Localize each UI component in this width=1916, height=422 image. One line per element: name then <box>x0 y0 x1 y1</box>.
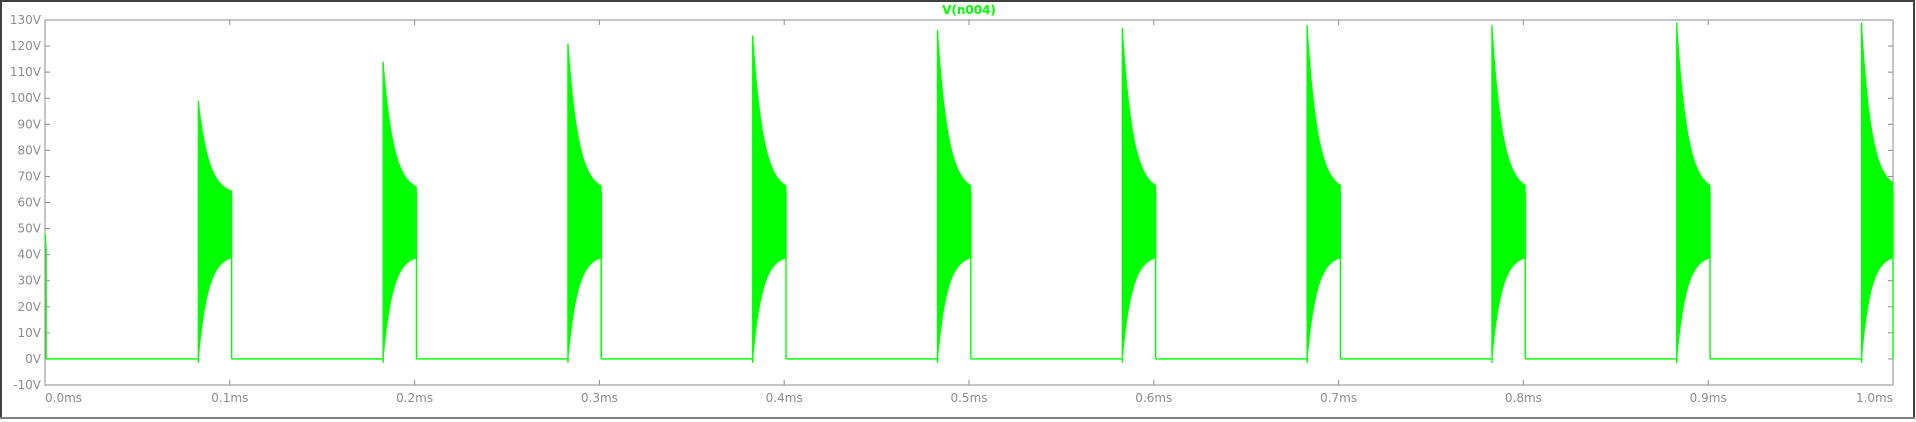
x-tick-label: 0.4ms <box>766 391 803 405</box>
x-axis: 0.0ms 0.1ms 0.2ms 0.3ms 0.4ms 0.5ms 0.6ms 0.7ms… <box>44 20 1894 405</box>
x-tick-label: 0.2ms <box>396 391 433 405</box>
y-tick-label: 120V <box>10 39 42 53</box>
x-tick-label: 0.9ms <box>1690 391 1727 405</box>
y-tick-label: -10V <box>13 378 42 392</box>
x-tick-label: 0.7ms <box>1320 391 1357 405</box>
y-tick-label: 20V <box>18 300 42 314</box>
y-tick-label: 110V <box>10 65 42 79</box>
y-tick-label: 130V <box>10 13 42 27</box>
x-tick-label: 0.1ms <box>211 391 248 405</box>
trace-layer <box>44 22 1894 363</box>
x-tick-label: 0.3ms <box>581 391 618 405</box>
trace-initial-spike <box>44 233 47 359</box>
y-tick-label: 90V <box>18 117 42 131</box>
y-tick-label: 0V <box>25 352 42 366</box>
y-tick-label: 60V <box>18 196 42 210</box>
x-tick-label: 0.5ms <box>950 391 987 405</box>
y-axis: 130V 120V 110V 100V 90V 80V 70V 60V 50V 40V 30V 20V… <box>10 13 1893 392</box>
y-tick-label: 50V <box>18 222 42 236</box>
x-tick-label: 0.8ms <box>1505 391 1542 405</box>
y-tick-label: 80V <box>18 143 42 157</box>
trace-name-label[interactable]: V(n004) <box>942 3 996 17</box>
y-tick-label: 30V <box>18 274 42 288</box>
y-tick-label: 40V <box>18 248 42 262</box>
y-tick-label: 100V <box>10 91 42 105</box>
x-tick-label: 1.0ms <box>1856 391 1893 405</box>
y-tick-label: 70V <box>18 169 42 183</box>
y-tick-label: 10V <box>18 326 42 340</box>
x-tick-label: 0.0ms <box>45 391 82 405</box>
x-tick-label: 0.6ms <box>1135 391 1172 405</box>
